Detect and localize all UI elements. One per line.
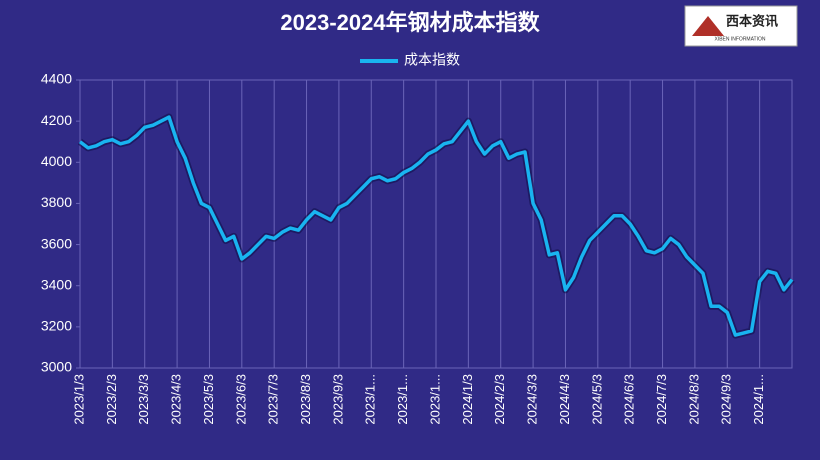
- x-tick-label: 2024/4/3: [557, 374, 572, 425]
- y-tick-label: 4000: [41, 153, 72, 169]
- x-tick-label: 2023/8/3: [298, 374, 313, 425]
- y-tick-label: 4400: [41, 71, 72, 87]
- x-tick-label: 2023/4/3: [169, 374, 184, 425]
- x-tick-label: 2023/1/3: [71, 374, 86, 425]
- x-tick-label: 2024/5/3: [589, 374, 604, 425]
- x-tick-label: 2023/9/3: [330, 374, 345, 425]
- x-tick-label: 2024/6/3: [622, 374, 637, 425]
- x-tick-label: 2024/2/3: [492, 374, 507, 425]
- x-tick-label: 2023/5/3: [201, 374, 216, 425]
- x-tick-label: 2023/1...: [395, 374, 410, 425]
- x-tick-label: 2024/7/3: [654, 374, 669, 425]
- x-tick-label: 2023/3/3: [136, 374, 151, 425]
- x-tick-label: 2024/8/3: [686, 374, 701, 425]
- y-tick-label: 3600: [41, 235, 72, 251]
- logo-subtext: XIBEN INFORMATION: [714, 36, 765, 42]
- logo-icon: [692, 16, 724, 36]
- logo: 西本资讯 XIBEN INFORMATION: [684, 5, 798, 47]
- x-tick-label: 2024/9/3: [719, 374, 734, 425]
- x-tick-label: 2023/1...: [363, 374, 378, 425]
- y-tick-label: 4200: [41, 112, 72, 128]
- chart-title: 2023-2024年钢材成本指数: [280, 10, 540, 35]
- line: [78, 115, 794, 337]
- logo-text: 西本资讯: [726, 13, 778, 28]
- x-tick-label: 2023/6/3: [233, 374, 248, 425]
- x-tick-label: 2024/1/3: [460, 374, 475, 425]
- x-tick-label: 2023/2/3: [104, 374, 119, 425]
- x-tick-label: 2023/1...: [427, 374, 442, 425]
- x-tick-label: 2023/7/3: [266, 374, 281, 425]
- y-tick-label: 3400: [41, 276, 72, 292]
- x-tick-label: 2024/1...: [751, 374, 766, 425]
- y-tick-label: 3800: [41, 194, 72, 210]
- y-tick-label: 3000: [41, 359, 72, 375]
- legend-label: 成本指数: [404, 52, 460, 68]
- x-tick-label: 2024/3/3: [525, 374, 540, 425]
- y-tick-label: 3200: [41, 318, 72, 334]
